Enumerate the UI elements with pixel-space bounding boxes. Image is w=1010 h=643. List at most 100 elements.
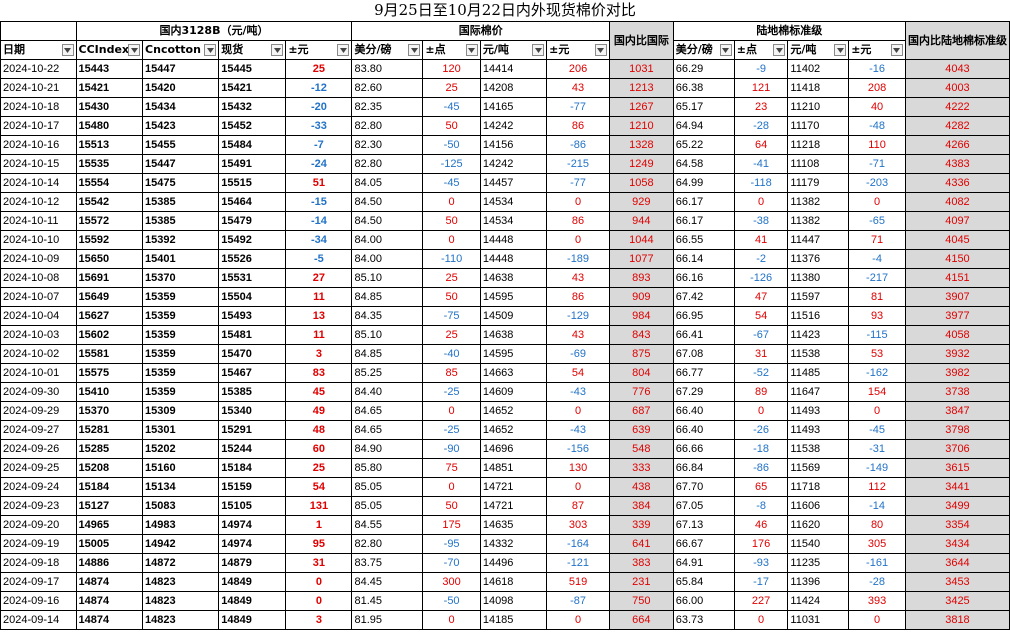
cell-intl-yuan[interactable]: 14496: [479, 553, 548, 573]
cell-dom-change[interactable]: -33: [285, 116, 353, 136]
cell-ccindex[interactable]: 14886: [75, 553, 144, 573]
cell-land-yuan[interactable]: 11538: [787, 344, 850, 364]
cell-intl-change[interactable]: 87: [546, 496, 610, 516]
cell-dom-change[interactable]: -5: [285, 249, 353, 269]
cell-intl-cents[interactable]: 84.00: [351, 230, 424, 250]
cell-cncotton[interactable]: 15359: [142, 306, 220, 326]
cell-cncotton[interactable]: 15083: [142, 496, 220, 516]
cell-intl-cents[interactable]: 84.40: [351, 382, 424, 402]
cell-land-points[interactable]: -126: [733, 268, 789, 288]
cell-cn-vs-intl[interactable]: 548: [608, 439, 674, 459]
cell-cncotton[interactable]: 14983: [142, 515, 220, 535]
cell-intl-cents[interactable]: 83.80: [351, 59, 424, 79]
filter-dropdown-icon[interactable]: [719, 44, 732, 56]
cell-intl-change[interactable]: 86: [546, 116, 610, 136]
cell-dom-change[interactable]: 3: [285, 344, 353, 364]
cell-land-cents[interactable]: 66.14: [672, 249, 735, 269]
cell-land-points[interactable]: 47: [733, 287, 789, 307]
cell-date[interactable]: 2024-09-17: [0, 572, 77, 592]
cell-land-change[interactable]: -161: [848, 553, 906, 573]
cell-ccindex[interactable]: 14874: [75, 591, 144, 611]
cell-intl-points[interactable]: -25: [422, 382, 481, 402]
cell-land-cents[interactable]: 66.00: [672, 591, 735, 611]
cell-ccindex[interactable]: 15542: [75, 192, 144, 212]
cell-date[interactable]: 2024-09-14: [0, 610, 77, 630]
cell-cn-vs-land[interactable]: 3615: [904, 458, 1010, 478]
cell-spot[interactable]: 15526: [218, 249, 287, 269]
cell-cncotton[interactable]: 15475: [142, 173, 220, 193]
cell-cn-vs-land[interactable]: 3441: [904, 477, 1010, 497]
cell-cn-vs-land[interactable]: 4097: [904, 211, 1010, 231]
cell-intl-cents[interactable]: 84.65: [351, 401, 424, 421]
cell-spot[interactable]: 15470: [218, 344, 287, 364]
cell-land-cents[interactable]: 67.70: [672, 477, 735, 497]
cell-cncotton[interactable]: 15385: [142, 211, 220, 231]
cell-ccindex[interactable]: 15285: [75, 439, 144, 459]
cell-cncotton[interactable]: 14942: [142, 534, 220, 554]
cell-intl-points[interactable]: -25: [422, 420, 481, 440]
cell-spot[interactable]: 15244: [218, 439, 287, 459]
cell-cn-vs-intl[interactable]: 384: [608, 496, 674, 516]
cell-dom-change[interactable]: 83: [285, 363, 353, 383]
cell-cn-vs-intl[interactable]: 339: [608, 515, 674, 535]
cell-dom-change[interactable]: 11: [285, 325, 353, 345]
cell-land-yuan[interactable]: 11423: [787, 325, 850, 345]
cell-cn-vs-intl[interactable]: 893: [608, 268, 674, 288]
cell-land-yuan[interactable]: 11647: [787, 382, 850, 402]
cell-intl-yuan[interactable]: 14595: [479, 344, 548, 364]
cell-land-cents[interactable]: 67.13: [672, 515, 735, 535]
cell-land-cents[interactable]: 64.91: [672, 553, 735, 573]
cell-dom-change[interactable]: 11: [285, 287, 353, 307]
cell-cn-vs-land[interactable]: 4151: [904, 268, 1010, 288]
cell-land-yuan[interactable]: 11402: [787, 59, 850, 79]
cell-dom-change[interactable]: 31: [285, 553, 353, 573]
cell-intl-yuan[interactable]: 14208: [479, 78, 548, 98]
cell-land-cents[interactable]: 64.99: [672, 173, 735, 193]
cell-land-yuan[interactable]: 11380: [787, 268, 850, 288]
cell-intl-cents[interactable]: 82.80: [351, 154, 424, 174]
cell-ccindex[interactable]: 15184: [75, 477, 144, 497]
cell-land-yuan[interactable]: 11376: [787, 249, 850, 269]
cell-land-change[interactable]: 93: [848, 306, 906, 326]
cell-intl-points[interactable]: -40: [422, 344, 481, 364]
cell-date[interactable]: 2024-10-16: [0, 135, 77, 155]
cell-land-change[interactable]: -162: [848, 363, 906, 383]
cell-land-points[interactable]: -28: [733, 116, 789, 136]
cell-intl-change[interactable]: 0: [546, 401, 610, 421]
cell-date[interactable]: 2024-10-04: [0, 306, 77, 326]
cell-cncotton[interactable]: 15301: [142, 420, 220, 440]
cell-intl-cents[interactable]: 85.80: [351, 458, 424, 478]
cell-dom-change[interactable]: 25: [285, 59, 353, 79]
cell-cncotton[interactable]: 15134: [142, 477, 220, 497]
cell-cn-vs-land[interactable]: 4082: [904, 192, 1010, 212]
cell-ccindex[interactable]: 15208: [75, 458, 144, 478]
cell-intl-change[interactable]: -215: [546, 154, 610, 174]
header-intl-change[interactable]: ±元: [546, 40, 610, 60]
cell-land-change[interactable]: -48: [848, 116, 906, 136]
cell-intl-points[interactable]: -125: [422, 154, 481, 174]
cell-intl-cents[interactable]: 85.25: [351, 363, 424, 383]
cell-land-change[interactable]: -16: [848, 59, 906, 79]
cell-intl-change[interactable]: -86: [546, 135, 610, 155]
cell-cn-vs-land[interactable]: 4045: [904, 230, 1010, 250]
cell-land-change[interactable]: 154: [848, 382, 906, 402]
cell-intl-yuan[interactable]: 14165: [479, 97, 548, 117]
cell-cn-vs-land[interactable]: 4003: [904, 78, 1010, 98]
cell-spot[interactable]: 15481: [218, 325, 287, 345]
cell-intl-change[interactable]: 43: [546, 325, 610, 345]
cell-land-yuan[interactable]: 11718: [787, 477, 850, 497]
cell-intl-points[interactable]: -90: [422, 439, 481, 459]
cell-intl-points[interactable]: 50: [422, 496, 481, 516]
cell-land-yuan[interactable]: 11382: [787, 211, 850, 231]
filter-dropdown-icon[interactable]: [890, 44, 903, 56]
cell-land-cents[interactable]: 66.95: [672, 306, 735, 326]
cell-intl-yuan[interactable]: 14332: [479, 534, 548, 554]
cell-intl-cents[interactable]: 82.80: [351, 534, 424, 554]
cell-land-change[interactable]: 0: [848, 192, 906, 212]
filter-dropdown-icon[interactable]: [773, 44, 786, 56]
header-land-cents[interactable]: 美分/磅: [672, 40, 735, 60]
cell-land-yuan[interactable]: 11108: [787, 154, 850, 174]
cell-ccindex[interactable]: 14874: [75, 610, 144, 630]
cell-dom-change[interactable]: 49: [285, 401, 353, 421]
cell-land-change[interactable]: -31: [848, 439, 906, 459]
